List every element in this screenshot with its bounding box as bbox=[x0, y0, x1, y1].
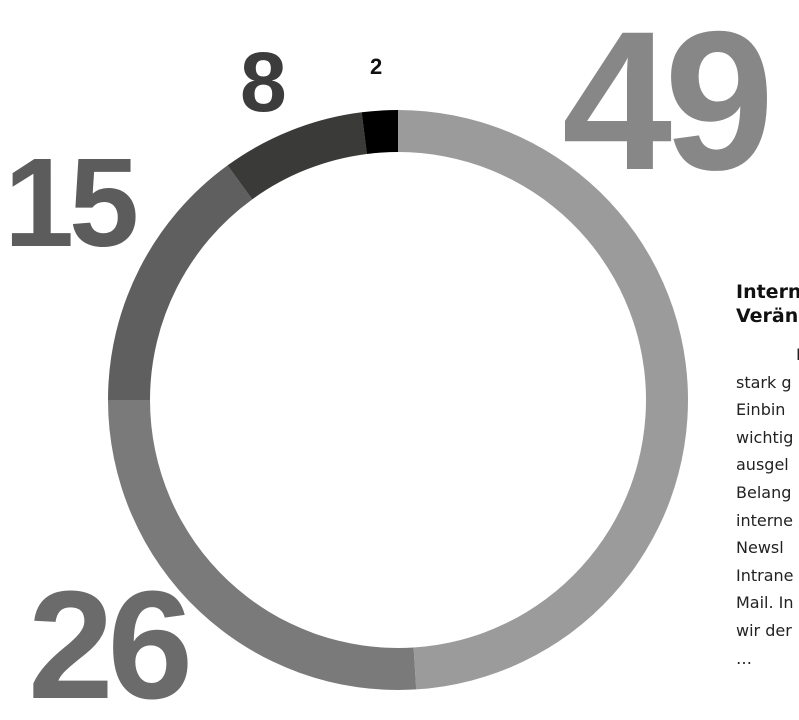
article-body-line: ausgel bbox=[736, 455, 789, 475]
article-title-line: Verän bbox=[736, 305, 799, 327]
slice-label-15: 15 bbox=[4, 132, 139, 273]
article-title-line: Intern bbox=[736, 281, 799, 303]
donut-slice-8 bbox=[227, 112, 367, 200]
donut-slice-26 bbox=[108, 400, 417, 690]
article-body-line: stark g bbox=[736, 372, 792, 392]
article-body-line: Belang bbox=[736, 482, 792, 502]
donut-slice-49 bbox=[398, 110, 688, 690]
article-body-line: … bbox=[736, 648, 752, 668]
article-body: I stark g Einbin wichtig ausgel Belang i… bbox=[736, 341, 799, 672]
article-body-line: I bbox=[796, 345, 799, 364]
slice-label-2: 2 bbox=[370, 54, 383, 79]
article-body-line: Newsl bbox=[736, 538, 784, 558]
article-body-line: Intrane bbox=[736, 565, 794, 585]
article-body-line: Mail. In bbox=[736, 593, 794, 613]
article-column: Intern Verän I stark g Einbin wichtig au… bbox=[736, 280, 799, 720]
article-title: Intern Verän bbox=[736, 280, 799, 328]
slice-label-49: 49 bbox=[562, 0, 774, 211]
slice-label-26: 26 bbox=[28, 559, 193, 720]
article-body-line: Einbin bbox=[736, 400, 786, 420]
article-body-line: wir der bbox=[736, 620, 792, 640]
article-body-line: wichtig bbox=[736, 427, 794, 447]
donut-slice-2 bbox=[361, 110, 398, 154]
article-body-line: interne bbox=[736, 510, 793, 530]
slice-label-8: 8 bbox=[240, 35, 287, 129]
donut-slice-15 bbox=[108, 165, 253, 400]
